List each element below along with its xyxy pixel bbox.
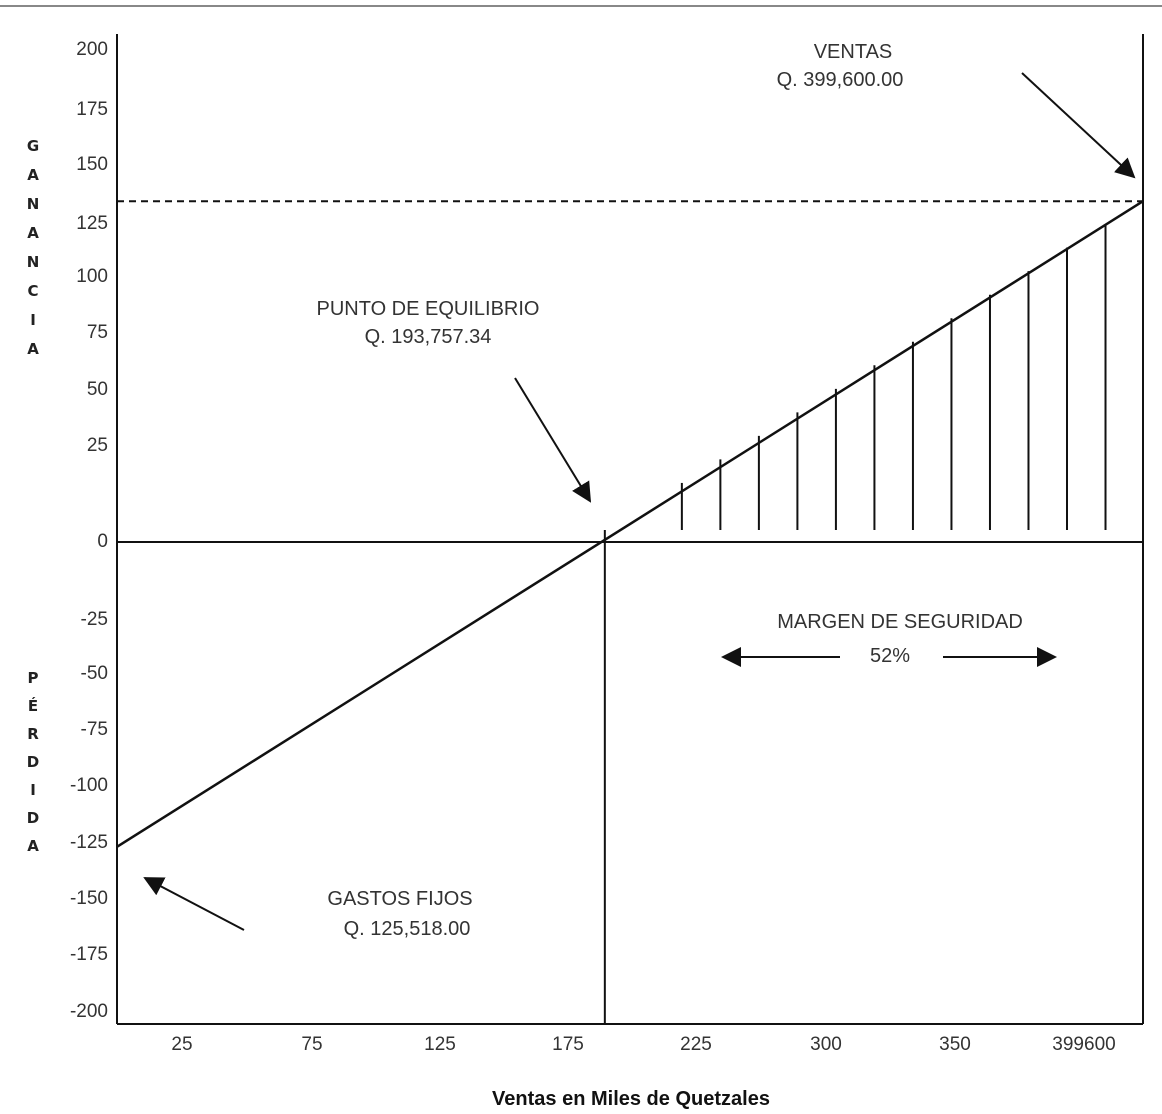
gastos-value: Q. 125,518.00: [344, 918, 471, 940]
x-tick-label: 399600: [1052, 1034, 1115, 1055]
perdida-letter: A: [27, 837, 39, 855]
equilibrio-title: PUNTO DE EQUILIBRIO: [316, 298, 539, 320]
ganancia-letter: N: [27, 195, 40, 213]
x-tick-label: 350: [939, 1034, 971, 1055]
y-tick-label: -175: [70, 944, 108, 965]
ganancia-letter: A: [27, 340, 39, 358]
x-tick-label: 125: [424, 1034, 456, 1055]
perdida-letter: I: [30, 781, 36, 799]
x-tick-label: 300: [810, 1034, 842, 1055]
y-tick-label: 0: [97, 531, 108, 552]
ventas-arrow: [1021, 72, 1136, 179]
y-tick-label: 100: [76, 266, 108, 287]
gastos-arrow: [143, 877, 245, 931]
perdida-letter: D: [27, 753, 39, 771]
y-tick-label: -25: [81, 609, 108, 630]
y-tick-label: 175: [76, 99, 108, 120]
x-axis-title: Ventas en Miles de Quetzales: [492, 1088, 770, 1110]
y-tick-label: 200: [76, 39, 108, 60]
y-tick-label: -50: [81, 663, 108, 684]
profit-line: [116, 200, 1144, 848]
ventas-title: VENTAS: [814, 41, 893, 63]
y-tick-label: -125: [70, 832, 108, 853]
x-tick-label: 75: [301, 1034, 322, 1055]
x-tick-label: 175: [552, 1034, 584, 1055]
perdida-letter: R: [27, 725, 39, 743]
perdida-letter: P: [28, 669, 39, 687]
ganancia-letter: I: [30, 311, 36, 329]
ganancia-letter: N: [27, 253, 40, 271]
gastos-title: GASTOS FIJOS: [327, 888, 472, 910]
ganancia-letter: C: [27, 282, 38, 300]
perdida-letter: É: [28, 696, 38, 715]
y-tick-label: -200: [70, 1001, 108, 1022]
y-tick-label: -100: [70, 775, 108, 796]
ventas-value: Q. 399,600.00: [777, 69, 904, 91]
equilibrio-value: Q. 193,757.34: [365, 326, 492, 348]
perdida-letter: D: [27, 809, 39, 827]
equilibrio-arrow: [514, 377, 592, 503]
x-tick-label: 225: [680, 1034, 712, 1055]
y-tick-label: -150: [70, 888, 108, 909]
margen-value: 52%: [870, 645, 910, 667]
x-tick-label: 25: [171, 1034, 192, 1055]
y-tick-label: 125: [76, 213, 108, 234]
ganancia-letter: A: [27, 224, 39, 242]
y-tick-label: 50: [87, 379, 108, 400]
ganancia-letter: G: [27, 137, 39, 155]
y-tick-label: 25: [87, 435, 108, 456]
ganancia-letter: A: [27, 166, 39, 184]
y-tick-label: 150: [76, 154, 108, 175]
margen-title: MARGEN DE SEGURIDAD: [777, 611, 1023, 633]
y-tick-label: -75: [81, 719, 108, 740]
y-tick-label: 75: [87, 322, 108, 343]
